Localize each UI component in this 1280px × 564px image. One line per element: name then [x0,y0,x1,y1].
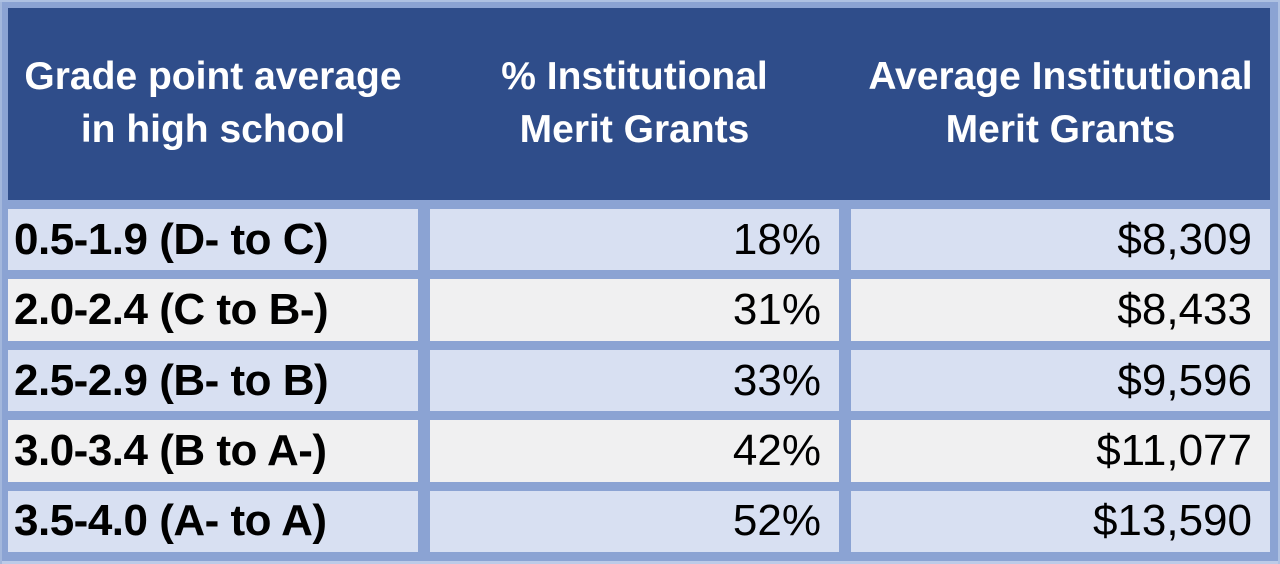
header-percent-line2: Merit Grants [519,108,750,151]
table-row: 2.0-2.4 (C to B-) 31% $8,433 [8,279,1270,341]
cell-gpa-range: 3.0-3.4 (B to A-) [8,420,418,482]
cell-percent: 33% [430,349,839,412]
cell-gpa-range: 3.5-4.0 (A- to A) [8,490,418,553]
header-cell-gpa: Grade point average in high school [8,8,418,200]
cell-amount: $13,590 [851,490,1270,553]
cell-percent: 42% [430,420,839,482]
cell-gpa-range: 2.0-2.4 (C to B-) [8,279,418,341]
header-cell-amount: Average Institutional Merit Grants [851,8,1270,200]
cell-gpa-range: 0.5-1.9 (D- to C) [8,209,418,271]
cell-percent: 52% [430,490,839,553]
table-row: 0.5-1.9 (D- to C) 18% $8,309 [8,209,1270,271]
header-gpa-line1: Grade point average [24,55,402,99]
header-amount-line2: Merit Grants [945,108,1176,151]
table-row: 3.5-4.0 (A- to A) 52% $13,590 [8,490,1270,553]
cell-amount: $9,596 [851,349,1270,412]
header-percent-line1: % Institutional [501,55,768,99]
header-gpa-line2: in high school [80,108,346,151]
table-row: 3.0-3.4 (B to A-) 42% $11,077 [8,420,1270,482]
table-row: 2.5-2.9 (B- to B) 33% $9,596 [8,349,1270,412]
cell-percent: 18% [430,209,839,271]
cell-amount: $8,309 [851,209,1270,271]
header-amount-line1: Average Institutional [868,55,1253,99]
table-header-row: Grade point average in high school % Ins… [8,8,1270,200]
header-cell-percent: % Institutional Merit Grants [430,8,839,200]
cell-amount: $11,077 [851,420,1270,482]
cell-amount: $8,433 [851,279,1270,341]
cell-percent: 31% [430,279,839,341]
cell-gpa-range: 2.5-2.9 (B- to B) [8,349,418,412]
